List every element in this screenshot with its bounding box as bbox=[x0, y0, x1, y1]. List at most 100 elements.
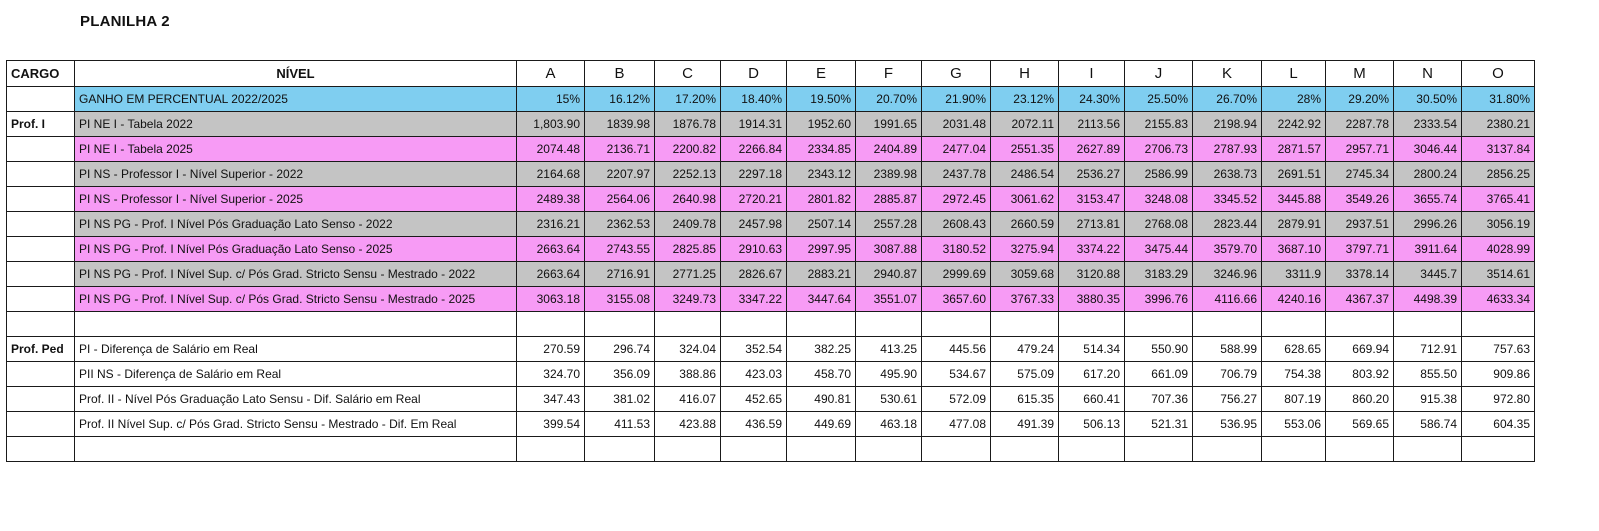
value-cell[interactable]: 17.20% bbox=[654, 86, 721, 112]
value-cell[interactable]: 347.43 bbox=[516, 386, 585, 412]
value-cell[interactable] bbox=[1461, 436, 1535, 462]
value-cell[interactable]: 2768.08 bbox=[1124, 211, 1193, 237]
value-cell[interactable]: 3249.73 bbox=[654, 286, 721, 312]
cargo-cell[interactable] bbox=[6, 161, 75, 187]
value-cell[interactable]: 2716.91 bbox=[584, 261, 655, 287]
nivel-cell[interactable]: PI - Diferença de Salário em Real bbox=[74, 336, 517, 362]
value-cell[interactable]: 521.31 bbox=[1124, 411, 1193, 437]
value-cell[interactable] bbox=[786, 436, 856, 462]
value-cell[interactable]: 706.79 bbox=[1192, 361, 1262, 387]
value-cell[interactable] bbox=[1461, 311, 1535, 337]
value-cell[interactable]: 660.41 bbox=[1058, 386, 1125, 412]
value-cell[interactable] bbox=[1393, 311, 1462, 337]
value-cell[interactable]: 712.91 bbox=[1393, 336, 1462, 362]
value-cell[interactable]: 2871.57 bbox=[1261, 136, 1326, 162]
value-cell[interactable]: 270.59 bbox=[516, 336, 585, 362]
value-cell[interactable]: 381.02 bbox=[584, 386, 655, 412]
value-cell[interactable]: 479.24 bbox=[990, 336, 1059, 362]
value-cell[interactable]: 972.80 bbox=[1461, 386, 1535, 412]
value-cell[interactable] bbox=[1261, 436, 1326, 462]
cargo-cell[interactable] bbox=[6, 386, 75, 412]
value-cell[interactable]: 16.12% bbox=[584, 86, 655, 112]
value-cell[interactable]: 2996.26 bbox=[1393, 211, 1462, 237]
value-cell[interactable]: 2879.91 bbox=[1261, 211, 1326, 237]
cargo-cell[interactable] bbox=[6, 411, 75, 437]
value-cell[interactable]: 3056.19 bbox=[1461, 211, 1535, 237]
value-cell[interactable]: 416.07 bbox=[654, 386, 721, 412]
value-cell[interactable]: 3120.88 bbox=[1058, 261, 1125, 287]
value-cell[interactable]: 707.36 bbox=[1124, 386, 1193, 412]
value-cell[interactable]: 3579.70 bbox=[1192, 236, 1262, 262]
value-cell[interactable] bbox=[584, 436, 655, 462]
value-cell[interactable]: 588.99 bbox=[1192, 336, 1262, 362]
value-cell[interactable]: 382.25 bbox=[786, 336, 856, 362]
value-cell[interactable]: 3514.61 bbox=[1461, 261, 1535, 287]
value-cell[interactable]: 617.20 bbox=[1058, 361, 1125, 387]
value-cell[interactable]: 3311.9 bbox=[1261, 261, 1326, 287]
value-cell[interactable]: 388.86 bbox=[654, 361, 721, 387]
value-cell[interactable]: 3137.84 bbox=[1461, 136, 1535, 162]
value-cell[interactable]: 3155.08 bbox=[584, 286, 655, 312]
value-cell[interactable]: 757.63 bbox=[1461, 336, 1535, 362]
value-cell[interactable]: 2706.73 bbox=[1124, 136, 1193, 162]
value-cell[interactable]: 1991.65 bbox=[855, 111, 922, 137]
value-cell[interactable]: 463.18 bbox=[855, 411, 922, 437]
value-cell[interactable]: 2155.83 bbox=[1124, 111, 1193, 137]
value-cell[interactable]: 2389.98 bbox=[855, 161, 922, 187]
value-cell[interactable]: 19.50% bbox=[786, 86, 856, 112]
value-cell[interactable]: 3797.71 bbox=[1325, 236, 1394, 262]
value-cell[interactable] bbox=[1124, 436, 1193, 462]
value-cell[interactable]: 506.13 bbox=[1058, 411, 1125, 437]
value-cell[interactable]: 2343.12 bbox=[786, 161, 856, 187]
value-cell[interactable]: 3475.44 bbox=[1124, 236, 1193, 262]
value-cell[interactable]: 324.04 bbox=[654, 336, 721, 362]
value-cell[interactable]: 26.70% bbox=[1192, 86, 1262, 112]
nivel-cell[interactable]: PI NE I - Tabela 2025 bbox=[74, 136, 517, 162]
value-cell[interactable]: 2031.48 bbox=[921, 111, 991, 137]
value-cell[interactable]: 2136.71 bbox=[584, 136, 655, 162]
value-cell[interactable] bbox=[1325, 311, 1394, 337]
value-cell[interactable] bbox=[516, 436, 585, 462]
value-cell[interactable]: 436.59 bbox=[720, 411, 787, 437]
value-cell[interactable]: 28% bbox=[1261, 86, 1326, 112]
value-cell[interactable]: 2536.27 bbox=[1058, 161, 1125, 187]
value-cell[interactable]: 4028.99 bbox=[1461, 236, 1535, 262]
value-cell[interactable]: 2287.78 bbox=[1325, 111, 1394, 137]
value-cell[interactable] bbox=[654, 311, 721, 337]
cargo-cell[interactable] bbox=[6, 436, 75, 462]
value-cell[interactable]: 3374.22 bbox=[1058, 236, 1125, 262]
value-cell[interactable]: 2663.64 bbox=[516, 261, 585, 287]
value-cell[interactable]: 2551.35 bbox=[990, 136, 1059, 162]
value-cell[interactable]: 2557.28 bbox=[855, 211, 922, 237]
value-cell[interactable]: 423.88 bbox=[654, 411, 721, 437]
value-cell[interactable]: 604.35 bbox=[1461, 411, 1535, 437]
cargo-cell[interactable] bbox=[6, 186, 75, 212]
value-cell[interactable]: 2507.14 bbox=[786, 211, 856, 237]
value-cell[interactable]: 1,803.90 bbox=[516, 111, 585, 137]
nivel-cell[interactable] bbox=[74, 436, 517, 462]
value-cell[interactable]: 3059.68 bbox=[990, 261, 1059, 287]
nivel-cell[interactable] bbox=[74, 311, 517, 337]
value-cell[interactable]: 2362.53 bbox=[584, 211, 655, 237]
value-cell[interactable]: 2072.11 bbox=[990, 111, 1059, 137]
value-cell[interactable]: 2477.04 bbox=[921, 136, 991, 162]
value-cell[interactable]: 615.35 bbox=[990, 386, 1059, 412]
value-cell[interactable]: 2691.51 bbox=[1261, 161, 1326, 187]
value-cell[interactable]: 4240.16 bbox=[1261, 286, 1326, 312]
value-cell[interactable] bbox=[855, 436, 922, 462]
value-cell[interactable]: 572.09 bbox=[921, 386, 991, 412]
value-cell[interactable]: 2489.38 bbox=[516, 186, 585, 212]
value-cell[interactable]: 553.06 bbox=[1261, 411, 1326, 437]
value-cell[interactable]: 3765.41 bbox=[1461, 186, 1535, 212]
value-cell[interactable]: 2883.21 bbox=[786, 261, 856, 287]
cargo-cell[interactable] bbox=[6, 361, 75, 387]
cargo-cell[interactable] bbox=[6, 261, 75, 287]
nivel-cell[interactable]: Prof. II - Nível Pós Graduação Lato Sens… bbox=[74, 386, 517, 412]
value-cell[interactable]: 452.65 bbox=[720, 386, 787, 412]
value-cell[interactable] bbox=[855, 311, 922, 337]
value-cell[interactable]: 536.95 bbox=[1192, 411, 1262, 437]
value-cell[interactable]: 477.08 bbox=[921, 411, 991, 437]
value-cell[interactable]: 2486.54 bbox=[990, 161, 1059, 187]
value-cell[interactable]: 2856.25 bbox=[1461, 161, 1535, 187]
cargo-cell[interactable] bbox=[6, 86, 75, 112]
